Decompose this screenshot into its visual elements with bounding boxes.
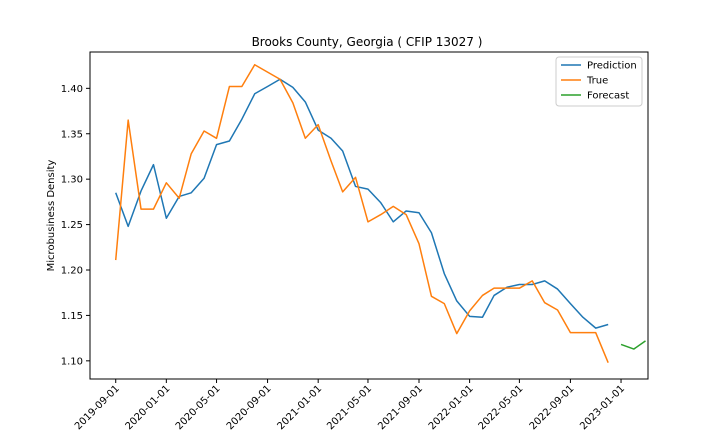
y-tick-label: 1.25 xyxy=(61,220,83,231)
y-tick-label: 1.20 xyxy=(61,266,83,277)
y-tick-label: 1.30 xyxy=(61,175,83,186)
y-axis-label: Microbusiness Density xyxy=(46,160,57,272)
series-line-forecast xyxy=(620,340,646,350)
y-tick-label: 1.35 xyxy=(61,129,83,140)
series-layer xyxy=(114,63,646,363)
y-tick-label: 1.10 xyxy=(61,356,83,367)
y-tick-label: 1.15 xyxy=(61,311,83,322)
plot-frame xyxy=(89,51,649,380)
series-line-true xyxy=(114,63,609,363)
y-tick-label: 1.40 xyxy=(61,84,83,95)
y-axis: 1.10 1.15 1.20 1.25 1.30 1.35 1.40 xyxy=(61,84,90,367)
legend-label-prediction: Prediction xyxy=(587,61,637,72)
legend-box xyxy=(555,56,643,107)
legend: Prediction True Forecast xyxy=(555,56,643,107)
chart-title: Brooks County, Georgia ( CFIP 13027 ) xyxy=(252,35,483,49)
legend-label-true: True xyxy=(586,76,608,87)
legend-label-forecast: Forecast xyxy=(587,91,629,102)
